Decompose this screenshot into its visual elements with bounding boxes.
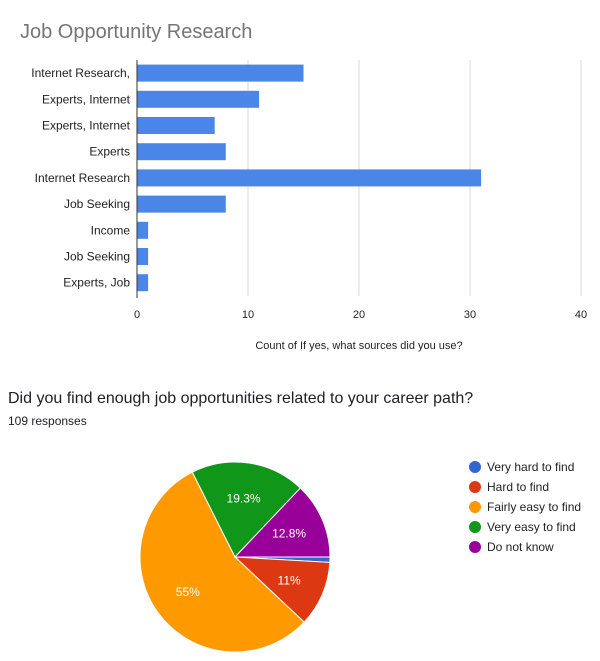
pie-chart-legend: Very hard to find Hard to find Fairly easy… (469, 460, 581, 554)
legend-label: Do not know (487, 540, 554, 554)
category-label: Experts, Internet (42, 119, 131, 133)
bar-chart-x-ticks: 0 10 20 30 40 (134, 309, 587, 321)
bar (137, 117, 215, 134)
bar (137, 90, 260, 108)
bar (137, 143, 226, 161)
category-label: Income (91, 223, 131, 237)
bar (137, 248, 149, 265)
x-tick-label: 20 (353, 309, 365, 321)
legend-marker (469, 501, 481, 513)
legend-marker (469, 461, 481, 473)
category-label: Experts (89, 145, 130, 159)
legend-label: Hard to find (487, 480, 549, 494)
legend-label: Very hard to find (487, 460, 574, 474)
bar (137, 274, 149, 292)
slice-label: 55% (176, 585, 200, 599)
slice-label: 12.8% (272, 527, 306, 541)
legend-marker (469, 541, 481, 553)
legend-marker (469, 521, 481, 533)
x-tick-label: 30 (464, 309, 476, 321)
slice-label: 19.3% (227, 492, 261, 506)
pie-chart-title: Did you find enough job opportunities re… (8, 390, 473, 407)
category-label: Job Seeking (64, 197, 130, 211)
pie-chart-response-count: 109 responses (8, 414, 87, 428)
legend-label: Very easy to find (487, 520, 576, 534)
legend-marker (469, 481, 481, 493)
bar-chart-category-labels: Internet Research, Experts, Internet Exper… (31, 66, 130, 290)
bar-chart-x-axis-title: Count of If yes, what sources did you us… (255, 340, 462, 352)
bar (137, 64, 304, 82)
pie-slice (233, 556, 331, 623)
pie-slice (139, 471, 305, 653)
slice-label: 11% (278, 573, 301, 587)
bar (137, 169, 482, 187)
category-label: Experts, Internet (42, 92, 131, 106)
category-label: Internet Research, (31, 66, 130, 80)
pie-slice (233, 487, 331, 558)
x-tick-label: 40 (575, 309, 587, 321)
x-tick-label: 10 (242, 309, 254, 321)
legend-label: Fairly easy to find (487, 500, 581, 514)
category-label: Internet Research (35, 171, 130, 185)
pie-slice (191, 461, 302, 558)
bar (137, 221, 149, 239)
category-label: Job Seeking (64, 250, 130, 264)
x-tick-label: 0 (134, 309, 140, 321)
bar-chart-title: Job Opportunity Research (20, 21, 252, 43)
pie-chart-slice-labels: 11% 55% 19.3% 12.8% (176, 492, 307, 599)
category-label: Experts, Job (63, 276, 130, 290)
bar-chart-bars (137, 64, 482, 292)
pie-chart-slices (139, 461, 331, 653)
bar (137, 195, 226, 213)
